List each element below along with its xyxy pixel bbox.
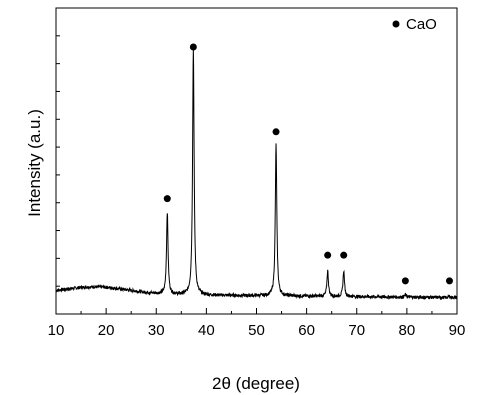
peak-marker: [189, 43, 197, 51]
x-axis-ticks: [55, 308, 458, 314]
plot-frame: [55, 7, 458, 315]
peak-marker: [272, 128, 280, 136]
y-axis-ticks: [56, 35, 60, 287]
peak-marker: [340, 251, 348, 259]
x-tick-label: 10: [48, 322, 65, 339]
peak-markers: [163, 43, 453, 285]
legend-marker: [392, 20, 400, 28]
x-tick-label: 90: [449, 322, 466, 339]
x-tick-label: 50: [248, 322, 265, 339]
peak-marker: [445, 277, 453, 285]
peak-marker: [401, 277, 409, 285]
x-tick-label: 20: [98, 322, 115, 339]
peak-marker: [324, 251, 332, 259]
x-tick-label: 60: [298, 322, 315, 339]
x-tick-label: 80: [399, 322, 416, 339]
x-tick-label: 40: [198, 322, 215, 339]
peak-marker: [163, 195, 171, 203]
x-axis-label: 2θ (degree): [212, 374, 300, 393]
y-axis-label: Intensity (a.u.): [25, 109, 44, 217]
x-tick-label: 70: [348, 322, 365, 339]
legend-label: CaO: [406, 16, 437, 33]
x-tick-label: 30: [148, 322, 165, 339]
x-axis-tick-labels: 10 20 30 40 50 60 70 80 90: [48, 322, 466, 339]
xrd-trace: [55, 48, 458, 301]
